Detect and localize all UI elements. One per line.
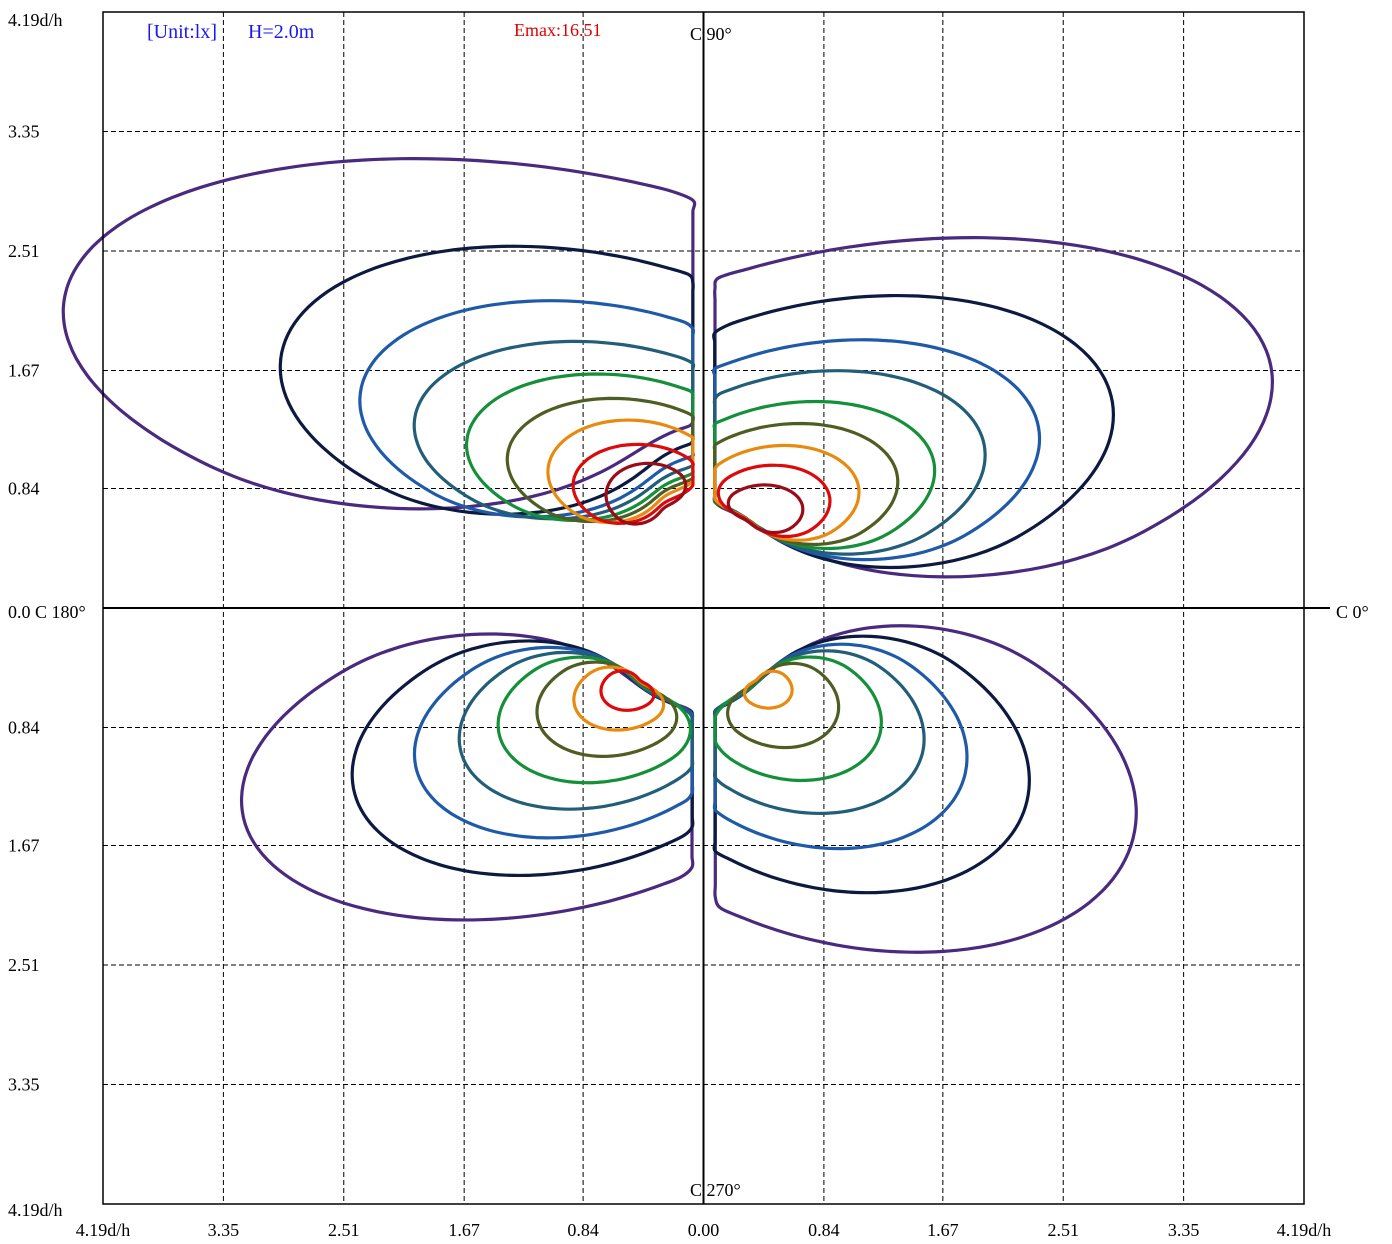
y-tick-label: 0.84 [8,717,40,737]
y-tick-label: 1.67 [8,836,40,856]
isolux-line-lower-right [742,669,794,710]
isolux-line-lower-left [599,669,656,712]
isolux-line-lower-right [712,649,926,816]
unit-label: [Unit:lx] [147,21,217,43]
x-tick-label: 0.84 [808,1220,840,1240]
isolux-contours [61,157,1274,954]
y-tick-label: 2.51 [8,955,40,975]
isolux-line-lower-right [726,661,841,750]
isolux-line-upper-left [604,461,688,526]
height-label: H=2.0m [248,21,315,43]
isolux-line-upper-left [571,442,695,525]
y-tick-label: 0.84 [8,479,40,499]
isolux-line-lower-right [712,642,969,851]
isolux-line-lower-left [572,665,666,732]
isolux-line-upper-left [412,339,696,521]
x-tick-label: 4.19d/h [1277,1220,1332,1240]
isolux-line-upper-right [712,236,1274,579]
y-tick-label: 4.19d/h [8,1200,63,1220]
x-tick-label: 4.19d/h [76,1220,131,1240]
isolux-line-upper-left [505,396,695,524]
x-tick-label: 2.51 [328,1220,360,1240]
y-tick-label: 1.67 [8,360,40,380]
isolux-line-upper-left [464,372,695,522]
x-tick-label: 3.35 [1168,1220,1200,1240]
isolux-line-lower-right [713,624,1138,954]
x-tick-label: 1.67 [927,1220,959,1240]
isolux-line-lower-right [713,655,883,783]
isolux-line-upper-right [712,421,900,547]
isolux-line-lower-left [350,639,695,878]
isolux-line-upper-right [726,483,805,535]
x-tick-label: 0.00 [688,1220,720,1240]
x-tick-label: 0.84 [567,1220,599,1240]
x-tick-label: 1.67 [448,1220,480,1240]
y-tick-label: 3.35 [8,1075,40,1095]
y-tick-label: 3.35 [8,121,40,141]
isolux-line-upper-right [712,443,861,542]
x-tick-label: 3.35 [208,1220,240,1240]
c270-label: C 270° [690,1180,741,1200]
isolux-line-upper-left [278,244,695,516]
isolux-line-upper-left [61,157,697,511]
tick-labels: 4.19d/h 3.35 2.51 1.67 0.84 0.00 0.84 1.67 2.51 3… [8,10,1331,1240]
y-tick-label: 4.19d/h [8,10,63,30]
isolux-line-upper-left [358,299,696,519]
emax-label: Emax:16.51 [514,20,602,40]
axes [102,11,1330,1205]
y-tick-label: 2.51 [8,241,40,261]
isolux-line-lower-left [496,655,693,785]
isolux-line-upper-right [716,463,832,538]
x-tick-label: 2.51 [1047,1220,1079,1240]
isolux-line-lower-left [457,650,695,811]
isolux-line-upper-left [546,418,695,525]
c0-label: C 0° [1336,602,1369,622]
c90-label: C 90° [690,24,732,44]
c180-label: 0.0 C 180° [8,602,86,622]
